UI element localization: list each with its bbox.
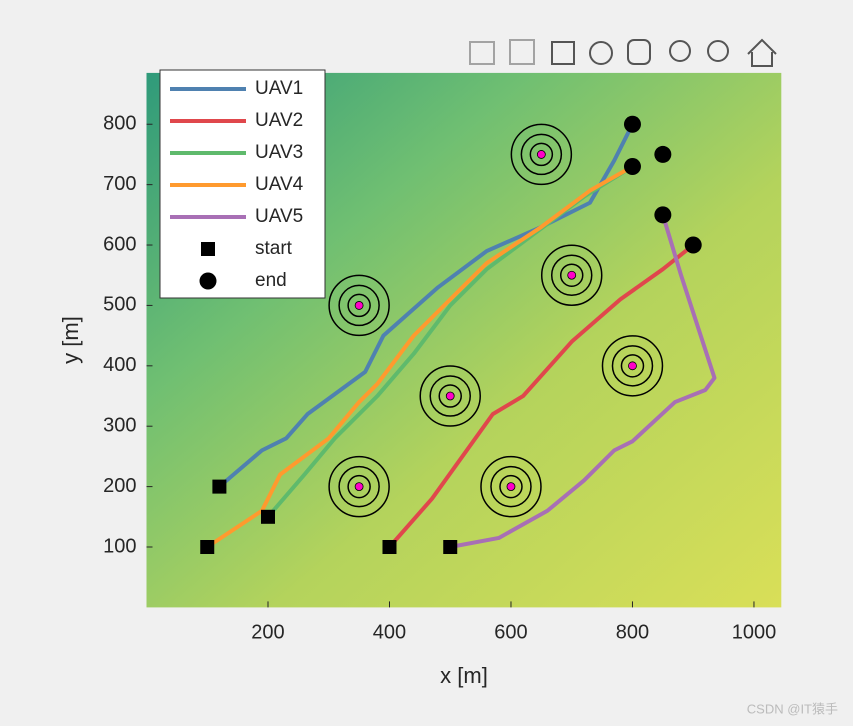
threat-ring <box>328 274 390 337</box>
toolbar-icon[interactable] <box>707 40 729 62</box>
toolbar-icon[interactable] <box>551 41 575 65</box>
threat-center <box>445 391 455 401</box>
threat-ring <box>499 474 523 499</box>
y-axis-label: y [m] <box>58 316 83 364</box>
y-tick-label: 600 <box>103 233 136 255</box>
toolbar-icon[interactable] <box>747 38 777 67</box>
legend-label: UAV1 <box>255 78 303 99</box>
threat-ring <box>328 455 390 518</box>
threat-ring <box>419 365 481 427</box>
threat-ring <box>429 375 471 417</box>
y-tick-label: 700 <box>103 173 136 195</box>
threat-ring <box>438 384 462 408</box>
x-tick-label: 800 <box>616 622 649 644</box>
threat-ring <box>338 284 380 327</box>
uav-path <box>449 214 717 549</box>
legend-label: UAV3 <box>255 142 303 163</box>
threat-ring <box>601 335 664 397</box>
end-marker <box>684 236 702 254</box>
threat-center <box>628 361 637 371</box>
x-tick-label: 400 <box>373 622 406 644</box>
uav-path <box>387 243 695 549</box>
y-tick-label: 100 <box>103 535 136 557</box>
legend-label: end <box>255 270 287 291</box>
y-tick-label: 400 <box>103 354 136 376</box>
watermark: CSDN @IT猿手 <box>747 701 838 716</box>
plot-area <box>200 115 717 555</box>
threat-ring <box>540 244 603 306</box>
toolbar-icon[interactable] <box>627 39 651 65</box>
end-marker <box>654 206 672 224</box>
y-tick-label: 200 <box>103 475 136 497</box>
legend-label: UAV2 <box>255 110 303 131</box>
threat-ring <box>520 133 563 176</box>
toolbar-icon[interactable] <box>469 41 495 65</box>
start-marker <box>200 540 215 555</box>
legend-label: UAV5 <box>255 206 303 227</box>
threat-ring <box>611 345 654 387</box>
legend-entries: UAV1 UAV2 UAV3 UAV4 UAV5 start end <box>170 78 304 291</box>
y-tick-label: 300 <box>103 414 136 436</box>
legend-swatch <box>199 272 217 290</box>
y-tick-label: 500 <box>103 294 136 316</box>
y-tick-label: 800 <box>103 113 136 135</box>
toolbar <box>469 38 777 67</box>
threat-center <box>536 150 546 159</box>
start-marker <box>212 479 227 494</box>
legend-swatch <box>201 242 215 256</box>
x-tick-label: 600 <box>494 622 527 644</box>
threat-center <box>567 270 577 280</box>
toolbar-icon[interactable] <box>589 41 613 65</box>
threat-ring <box>347 474 371 499</box>
x-tick-label: 200 <box>251 622 284 644</box>
legend-label: UAV4 <box>255 174 304 195</box>
threat-ring <box>480 455 542 518</box>
threat-center <box>506 482 516 492</box>
start-marker <box>443 540 458 555</box>
end-marker <box>654 145 672 163</box>
end-marker <box>623 158 641 176</box>
threat-ring <box>529 142 554 167</box>
threat-ring <box>620 354 645 378</box>
start-marker <box>382 540 397 555</box>
toolbar-icon[interactable] <box>669 40 691 62</box>
threat-ring <box>490 465 532 508</box>
end-marker <box>623 115 641 133</box>
threat-center <box>354 482 364 492</box>
threat-ring <box>550 254 593 296</box>
x-axis-label: x [m] <box>440 663 488 688</box>
toolbar-icon[interactable] <box>509 39 535 65</box>
uav-path <box>218 123 635 489</box>
threat-ring <box>559 263 584 287</box>
threat-ring <box>347 293 371 318</box>
x-tick-label: 1000 <box>732 622 777 644</box>
threat-ring <box>510 123 573 186</box>
uav-path <box>206 164 634 549</box>
threat-center <box>354 301 364 310</box>
start-marker <box>260 509 275 524</box>
threat-ring <box>338 465 380 508</box>
legend-label: start <box>255 238 293 259</box>
